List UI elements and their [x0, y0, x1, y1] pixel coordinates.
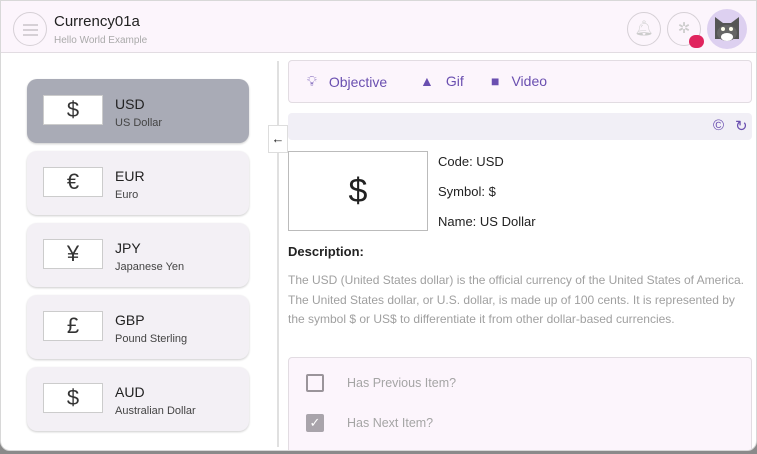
- tab-video[interactable]: ■ Video: [491, 73, 547, 89]
- app-title: Currency01a: [54, 13, 140, 30]
- detail-symbol-line: Symbol: $: [438, 184, 496, 199]
- currency-name: Pound Sterling: [115, 333, 188, 345]
- refresh-icon[interactable]: ↻: [735, 118, 748, 135]
- currency-card-gbp[interactable]: £ GBP Pound Sterling: [27, 295, 249, 359]
- currency-symbol: ¥: [43, 239, 103, 269]
- avatar[interactable]: [707, 9, 747, 49]
- description-text: The USD (United States dollar) is the of…: [288, 273, 744, 326]
- arrow-left-icon: ←: [271, 131, 285, 146]
- currency-name: US Dollar: [115, 117, 163, 129]
- currency-symbol: €: [43, 167, 103, 197]
- check-icon: ✓: [309, 415, 321, 430]
- detail-code: Code: USD: [438, 154, 504, 169]
- bug-icon: ✲: [677, 20, 691, 37]
- detail-toolbar: © ↻: [288, 113, 752, 140]
- currency-name: Euro: [115, 189, 139, 201]
- currency-code: EUR: [115, 168, 145, 184]
- tab-label: Video: [511, 73, 548, 89]
- tab-objective[interactable]: 💡︎ Objective: [307, 73, 387, 90]
- bell-icon: 🔔︎: [634, 20, 654, 37]
- currency-name: Japanese Yen: [115, 261, 185, 273]
- detail-symbol: $: [288, 151, 428, 231]
- currency-card-usd[interactable]: $ USD US Dollar: [27, 79, 249, 143]
- currency-code: JPY: [115, 240, 141, 256]
- cat-avatar-icon: [715, 17, 739, 41]
- has-previous-label: Has Previous Item?: [347, 376, 457, 390]
- debug-button[interactable]: ✲: [667, 12, 701, 46]
- image-icon: ▲: [420, 73, 434, 89]
- tab-label: Gif: [445, 73, 464, 89]
- has-next-checkbox[interactable]: ✓: [306, 414, 324, 432]
- tab-bar: 💡︎ Objective ▲ Gif ■ Video: [288, 60, 752, 103]
- videocam-icon: ■: [491, 73, 500, 89]
- app-subtitle: Hello World Example: [54, 35, 148, 46]
- currency-list: $ USD US Dollar € EUR Euro ¥ JPY Japanes…: [1, 54, 278, 450]
- collapse-panel-button[interactable]: ←: [268, 125, 288, 153]
- app-bar: Currency01a Hello World Example 🔔︎ ✲: [1, 1, 756, 53]
- panel-divider[interactable]: [277, 61, 279, 447]
- has-next-label: Has Next Item?: [347, 416, 434, 430]
- currency-name: Australian Dollar: [115, 405, 196, 417]
- currency-symbol: $: [43, 95, 103, 125]
- tab-label: Objective: [328, 73, 388, 90]
- currency-symbol: £: [43, 311, 103, 341]
- currency-card-eur[interactable]: € EUR Euro: [27, 151, 249, 215]
- currency-code: AUD: [115, 384, 145, 400]
- lightbulb-icon: 💡︎: [307, 73, 317, 89]
- currency-card-aud[interactable]: $ AUD Australian Dollar: [27, 367, 249, 431]
- notification-badge: [689, 35, 704, 48]
- description-heading: Description:: [288, 244, 364, 259]
- menu-button[interactable]: [13, 12, 47, 46]
- currency-symbol: $: [43, 383, 103, 413]
- copyright-icon[interactable]: ©: [713, 117, 725, 134]
- notifications-button[interactable]: 🔔︎: [627, 12, 661, 46]
- currency-code: GBP: [115, 312, 145, 328]
- detail-name: Name: US Dollar: [438, 214, 536, 229]
- tab-gif[interactable]: ▲ Gif: [420, 73, 464, 89]
- navigation-checks: Has Previous Item? ✓ Has Next Item?: [288, 357, 752, 450]
- currency-card-jpy[interactable]: ¥ JPY Japanese Yen: [27, 223, 249, 287]
- currency-code: USD: [115, 96, 145, 112]
- has-previous-checkbox[interactable]: [306, 374, 324, 392]
